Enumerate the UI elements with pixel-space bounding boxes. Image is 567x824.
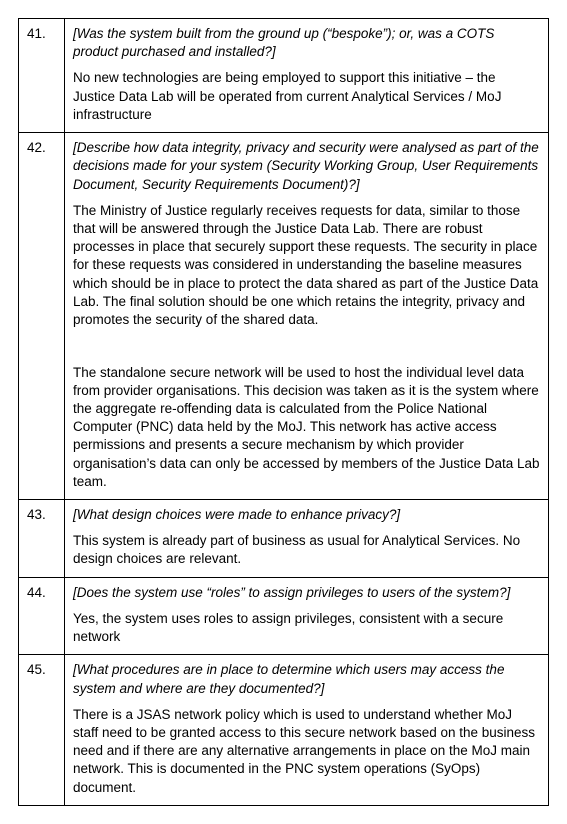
row-prompt: [Describe how data integrity, privacy an… — [73, 139, 540, 194]
table-row: 42.[Describe how data integrity, privacy… — [19, 133, 549, 500]
row-answer-para — [73, 337, 540, 355]
row-number: 45. — [19, 655, 65, 806]
row-answer-para: This system is already part of business … — [73, 532, 540, 568]
table-row: 45.[What procedures are in place to dete… — [19, 655, 549, 806]
table-row: 43. [What design choices were made to enh… — [19, 500, 549, 578]
row-prompt: [What procedures are in place to determi… — [73, 661, 540, 697]
row-prompt: [Does the system use “roles” to assign p… — [73, 584, 540, 602]
table-row: 41.[Was the system built from the ground… — [19, 19, 549, 133]
row-number: 42. — [19, 133, 65, 500]
row-answer-para: No new technologies are being employed t… — [73, 69, 540, 124]
row-body: [Does the system use “roles” to assign p… — [65, 577, 549, 655]
qa-tbody: 41.[Was the system built from the ground… — [19, 19, 549, 806]
row-answer-para: The standalone secure network will be us… — [73, 364, 540, 492]
row-body: [What design choices were made to enhanc… — [65, 500, 549, 578]
row-answer-para: The Ministry of Justice regularly receiv… — [73, 202, 540, 330]
row-prompt: [Was the system built from the ground up… — [73, 25, 540, 61]
row-body: [What procedures are in place to determi… — [65, 655, 549, 806]
qa-table: 41.[Was the system built from the ground… — [18, 18, 549, 806]
row-answer-para: Yes, the system uses roles to assign pri… — [73, 610, 540, 646]
row-body: [Describe how data integrity, privacy an… — [65, 133, 549, 500]
table-row: 44. [Does the system use “roles” to assig… — [19, 577, 549, 655]
row-number: 44. — [19, 577, 65, 655]
row-number: 43. — [19, 500, 65, 578]
row-answer-para: There is a JSAS network policy which is … — [73, 706, 540, 797]
row-body: [Was the system built from the ground up… — [65, 19, 549, 133]
row-number: 41. — [19, 19, 65, 133]
row-prompt: [What design choices were made to enhanc… — [73, 506, 540, 524]
